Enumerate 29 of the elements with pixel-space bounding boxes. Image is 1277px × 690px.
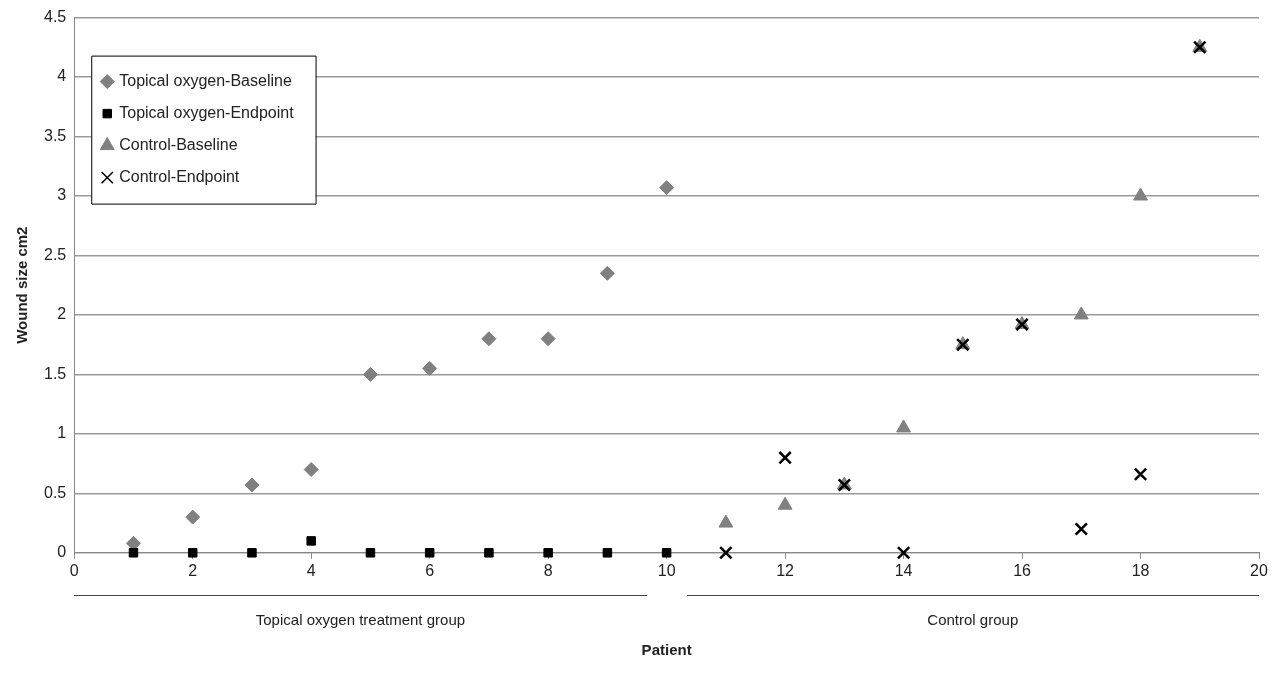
y-tick-label: 4.5 [43, 8, 67, 26]
legend-label: Control-Endpoint [119, 168, 240, 186]
x-tick-label: 8 [543, 561, 553, 579]
y-tick-label: 2.5 [43, 245, 67, 263]
y-axis-title: Wound size cm2 [13, 226, 31, 344]
legend-label: Topical oxygen-Endpoint [119, 104, 295, 122]
x-tick-label: 10 [657, 561, 676, 579]
x-tick-label: 6 [425, 561, 435, 579]
text: Topical oxygen treatment group [255, 610, 466, 628]
y-tick-label: 3 [57, 186, 67, 204]
x-tick-label: 4 [306, 561, 316, 579]
x-tick-label: 2 [188, 561, 198, 579]
y-tick-label: 0.5 [43, 483, 67, 501]
legend-label: Control-Baseline [119, 136, 238, 154]
x-tick-label: 12 [776, 561, 795, 579]
y-tick-label: 2 [57, 305, 67, 323]
x-tick-label: 18 [1131, 561, 1150, 579]
y-tick-label: 1.5 [43, 364, 67, 382]
y-tick-label: 1 [57, 424, 67, 442]
y-tick-label: 3.5 [43, 126, 67, 144]
x-tick-label: 16 [1013, 561, 1032, 579]
x-tick-label: 20 [1250, 561, 1268, 579]
x-axis-title: Patient [641, 641, 692, 659]
x-tick-label: 0 [69, 561, 79, 579]
legend-label: Topical oxygen-Baseline [119, 72, 292, 90]
y-tick-label: 4 [57, 67, 67, 85]
y-tick-label: 0 [57, 543, 67, 561]
x-tick-label: 14 [894, 561, 913, 579]
text: Control group [927, 610, 1019, 628]
